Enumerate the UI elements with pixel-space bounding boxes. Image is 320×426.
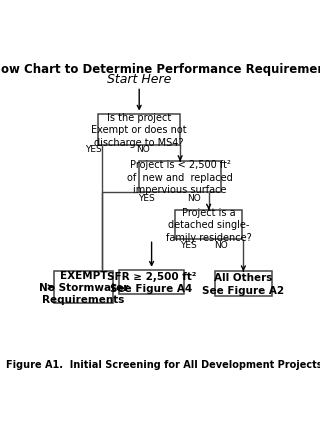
Bar — [215, 272, 272, 296]
Bar — [98, 114, 180, 145]
Text: All Others
See Figure A2: All Others See Figure A2 — [202, 273, 284, 295]
Text: YES: YES — [180, 241, 197, 250]
Text: Figure A1.  Initial Screening for All Development Projects: Figure A1. Initial Screening for All Dev… — [6, 360, 320, 369]
Text: YES: YES — [138, 193, 155, 202]
Text: EXEMPT
No Stormwater
Requirements: EXEMPT No Stormwater Requirements — [39, 270, 128, 305]
Text: Project is < 2,500 ft²
of  new and  replaced
impervious surface: Project is < 2,500 ft² of new and replac… — [127, 160, 233, 195]
Text: Start Here: Start Here — [107, 72, 172, 86]
Text: YES: YES — [85, 145, 102, 154]
Bar — [119, 270, 184, 295]
Text: NO: NO — [136, 145, 150, 154]
Text: NO: NO — [187, 193, 201, 202]
Bar — [54, 271, 113, 304]
Bar — [139, 162, 221, 193]
Text: Is the project
Exempt or does not
discharge to MS4?: Is the project Exempt or does not discha… — [92, 112, 187, 147]
Bar — [175, 210, 242, 240]
Text: SFR ≥ 2,500 ft²
See Figure A4: SFR ≥ 2,500 ft² See Figure A4 — [107, 271, 196, 294]
Text: Flow Chart to Determine Performance Requirements: Flow Chart to Determine Performance Requ… — [0, 63, 320, 75]
Text: NO: NO — [214, 241, 228, 250]
Text: Project is a
detached single-
family residence?: Project is a detached single- family res… — [166, 207, 252, 242]
